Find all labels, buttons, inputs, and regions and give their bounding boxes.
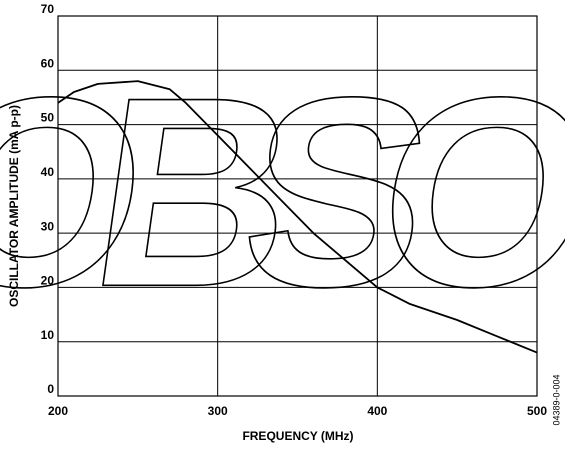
plot-frame	[57, 15, 538, 397]
y-tick-label: 40	[41, 165, 55, 179]
x-tick-label: 400	[367, 404, 387, 418]
y-tick-label: 20	[41, 274, 55, 288]
y-tick-label: 60	[41, 56, 55, 70]
y-tick-label: 30	[41, 219, 55, 233]
y-tick-label: 70	[41, 2, 55, 16]
y-tick-label: 10	[41, 328, 55, 342]
y-tick-label: 50	[41, 111, 55, 125]
x-axis-label: FREQUENCY (MHz)	[242, 429, 353, 443]
x-tick-label: 300	[208, 404, 228, 418]
x-tick-label: 500	[527, 404, 547, 418]
y-tick-label: 0	[47, 382, 54, 396]
x-tick-label: 200	[48, 404, 68, 418]
y-axis-label: OSCILLATOR AMPLITUDE (mA p-p)	[7, 105, 21, 307]
figure-id: 04389-0-004	[551, 374, 561, 425]
watermark: OBSO	[0, 42, 565, 344]
data-line	[57, 80, 538, 354]
